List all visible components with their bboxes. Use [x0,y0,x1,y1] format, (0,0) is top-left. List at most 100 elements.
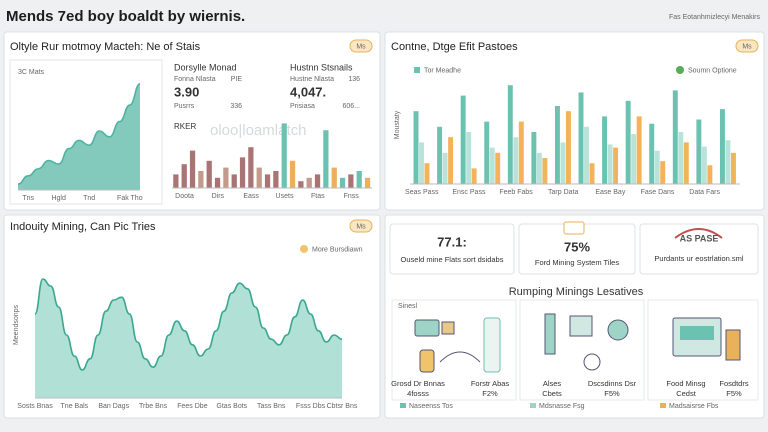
kpi-label: Ford Mining System Tiles [535,258,619,267]
bar [289,160,296,188]
legend-label: More Bursdiawn [312,246,363,253]
kpi-card[interactable] [639,223,759,275]
bar [625,100,631,184]
illustrations [391,299,759,401]
item-name: Fosdtdrs [719,379,748,388]
bar [536,152,542,184]
x-tick-label: Fsss Dbs [296,403,326,410]
bar [560,142,566,184]
panel [384,31,765,211]
item-name: Dscsdinns Dsr [588,379,637,388]
legend-swatch [660,403,666,408]
kpi-icon [674,228,723,239]
stat-row: Hustne Nlasta [290,76,334,83]
x-tick-label: Tnd [83,195,95,202]
stat-big: 4,047. [290,84,326,99]
line [17,83,141,185]
bar [678,132,684,184]
plant-window [680,326,714,340]
x-tick-label: Gtas Bots [216,403,247,410]
x-tick-label: Fak Tho [117,195,143,202]
bar [437,126,443,184]
legend-swatch [400,403,406,408]
x-tick-label: Ensc Pass [452,189,486,196]
watermark: oloo|loamlatch [210,122,306,139]
chart-label: 3C Mats [18,69,45,76]
badge-label[interactable]: Ms [356,43,366,50]
bar [181,164,187,188]
badge[interactable] [349,219,373,233]
stat-sub-value: 336 [230,103,242,110]
y-axis-label: Meendsonps [13,304,20,345]
bar [484,121,490,184]
item-value: Cedst [676,389,697,398]
bar [707,165,713,184]
bar [239,157,246,188]
x-tick-label: Ban Dags [98,403,129,410]
legend-label: Soumn Optione [688,67,737,74]
bar [460,95,466,184]
bar [356,171,362,188]
machine [414,319,440,337]
kpi-value: 77.1: [437,234,467,249]
bar [298,181,304,188]
illustration-frame [647,299,759,401]
legend-label: Madsaisrse Fbs [669,403,719,410]
kpi-card[interactable] [389,223,515,275]
x-tick-label: Sosts Bnas [17,403,53,410]
item-value: F5% [726,389,742,398]
x-tick-label: Data Fars [689,189,720,196]
legend-swatch [414,67,420,73]
line [34,278,343,371]
bar [613,147,619,184]
bar [578,92,584,184]
x-tick-label: Dirs [212,193,225,200]
x-tick-label: Doota [175,193,194,200]
bar [649,123,655,184]
header-right: Fas Eotanhmizlecyi Menakirs [669,14,761,21]
x-tick-label: Ftas [311,193,325,200]
bar [542,158,548,184]
x-tick-label: Cbtsr Bns [327,403,358,410]
bar [725,140,731,184]
bar [660,161,666,184]
bar [589,163,595,184]
badge-label[interactable]: Ms [356,223,366,230]
bar [631,134,637,184]
stat-sub: Prisiasa [290,103,315,110]
bar [173,174,179,188]
x-tick-label: Tarp Data [548,189,578,196]
badge-label[interactable]: Ms [742,43,752,50]
bar [206,160,212,188]
bar [518,121,524,184]
item-name: Grosd Dr Bnnas [391,379,445,388]
x-tick-label: Tass Bns [257,403,286,410]
stat-row-value: 136 [348,76,360,83]
bar [554,106,560,184]
bar [223,167,229,188]
badge[interactable] [349,39,373,53]
legend-label: Tor Meadhe [424,67,461,74]
drum [607,319,629,341]
bar [314,174,321,188]
item-value: 4fosss [407,389,429,398]
x-tick-label: Feeb Fabs [499,189,533,196]
bar [531,132,537,184]
bar [331,167,337,188]
bar [248,147,254,188]
bar [231,174,237,188]
bar [584,126,589,184]
bar [273,171,279,188]
bottle [419,349,435,373]
legend-swatch [530,403,536,408]
bar [323,130,329,188]
bar [264,174,271,188]
section-title: Rumping Minings Lesatives [509,286,644,298]
machine [569,315,593,337]
page-title: Mends 7ed boy boaldt by wiernis. [6,8,245,25]
silo [725,329,741,361]
badge[interactable] [735,39,759,53]
kpi-label: Ouseld mine Flats sort dsidabs [401,255,504,264]
area-fill [18,83,140,190]
